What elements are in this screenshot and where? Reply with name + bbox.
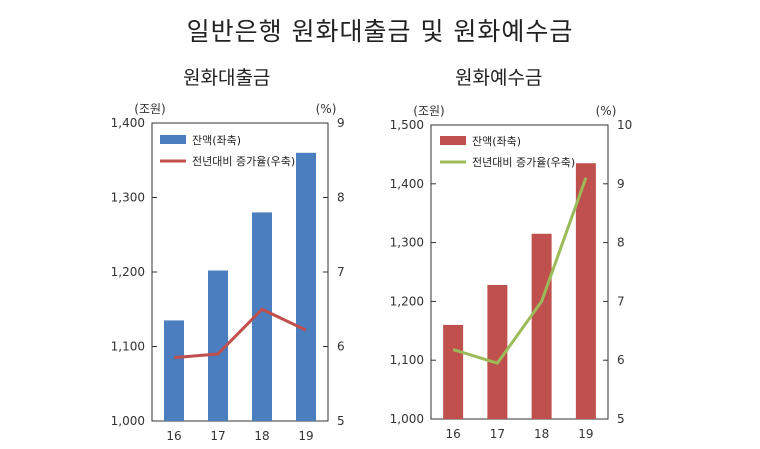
deposit-bar [531,233,552,419]
deposit-right-tick-label: 9 [617,177,625,191]
deposit-left-tick-label: 1,100 [390,353,424,367]
loan-legend-bar-swatch [160,135,186,144]
deposit-plot-frame [430,124,609,420]
loan-bar [252,212,272,421]
loan-bar [164,320,184,421]
deposit-legend-bar-swatch [440,136,466,145]
deposit-left-tick-label: 1,500 [390,118,424,132]
loan-x-tick-label: 17 [210,429,225,443]
deposit-right-tick-label: 5 [617,412,625,426]
deposit-right-unit: (%) [596,104,617,118]
loan-growth-line [173,307,307,360]
deposit-x-tick-label: 19 [578,427,593,441]
deposit-chart-title: 원화예수금 [455,67,543,89]
deposit-right-tick-label: 10 [617,118,632,132]
loan-right-tick-label: 6 [337,340,345,354]
loan-x-tick-label: 18 [254,429,269,443]
deposit-right-tick-label: 7 [617,294,625,308]
deposit-legend-line-label: 전년대비 증가율(우축) [472,156,575,169]
deposit-left-unit: (조원) [413,104,444,118]
loan-legend-bar-label: 잔액(좌축) [192,134,241,147]
loan-left-tick-label: 1,100 [111,340,145,354]
loan-bar [208,270,228,421]
loan-legend-line-label: 전년대비 증가율(우축) [192,155,295,168]
loan-left-tick-label: 1,400 [111,116,145,130]
loan-x-tick-label: 19 [298,429,313,443]
loan-left-tick-label: 1,200 [111,265,145,279]
deposit-bar [487,284,508,419]
loan-left-tick-label: 1,000 [111,414,145,428]
loan-right-unit: (%) [316,102,337,116]
loan-x-tick-label: 16 [166,429,181,443]
deposit-left-tick-label: 1,300 [390,236,424,250]
deposit-right-tick-label: 8 [617,236,625,250]
deposit-bar [575,163,596,419]
loan-right-tick-label: 7 [337,265,345,279]
deposit-bar [443,324,464,419]
loan-left-unit: (조원) [134,102,165,116]
deposit-left-tick-label: 1,400 [390,177,424,191]
loan-left-tick-label: 1,300 [111,191,145,205]
loan-chart-title: 원화대출금 [183,67,271,89]
loan-right-tick-label: 9 [337,116,345,130]
deposit-x-tick-label: 17 [490,427,505,441]
deposit-right-tick-label: 6 [617,353,625,367]
deposit-x-tick-label: 16 [445,427,460,441]
loan-right-tick-label: 8 [337,191,345,205]
loan-right-tick-label: 5 [337,414,345,428]
deposit-left-tick-label: 1,000 [390,412,424,426]
main-title: 일반은행 원화대출금 및 원화예수금 [186,17,574,46]
deposit-left-tick-label: 1,200 [390,294,424,308]
deposit-growth-line [452,177,588,365]
loan-bar [296,152,316,422]
deposit-legend-bar-label: 잔액(좌축) [472,135,521,148]
deposit-x-tick-label: 18 [534,427,549,441]
